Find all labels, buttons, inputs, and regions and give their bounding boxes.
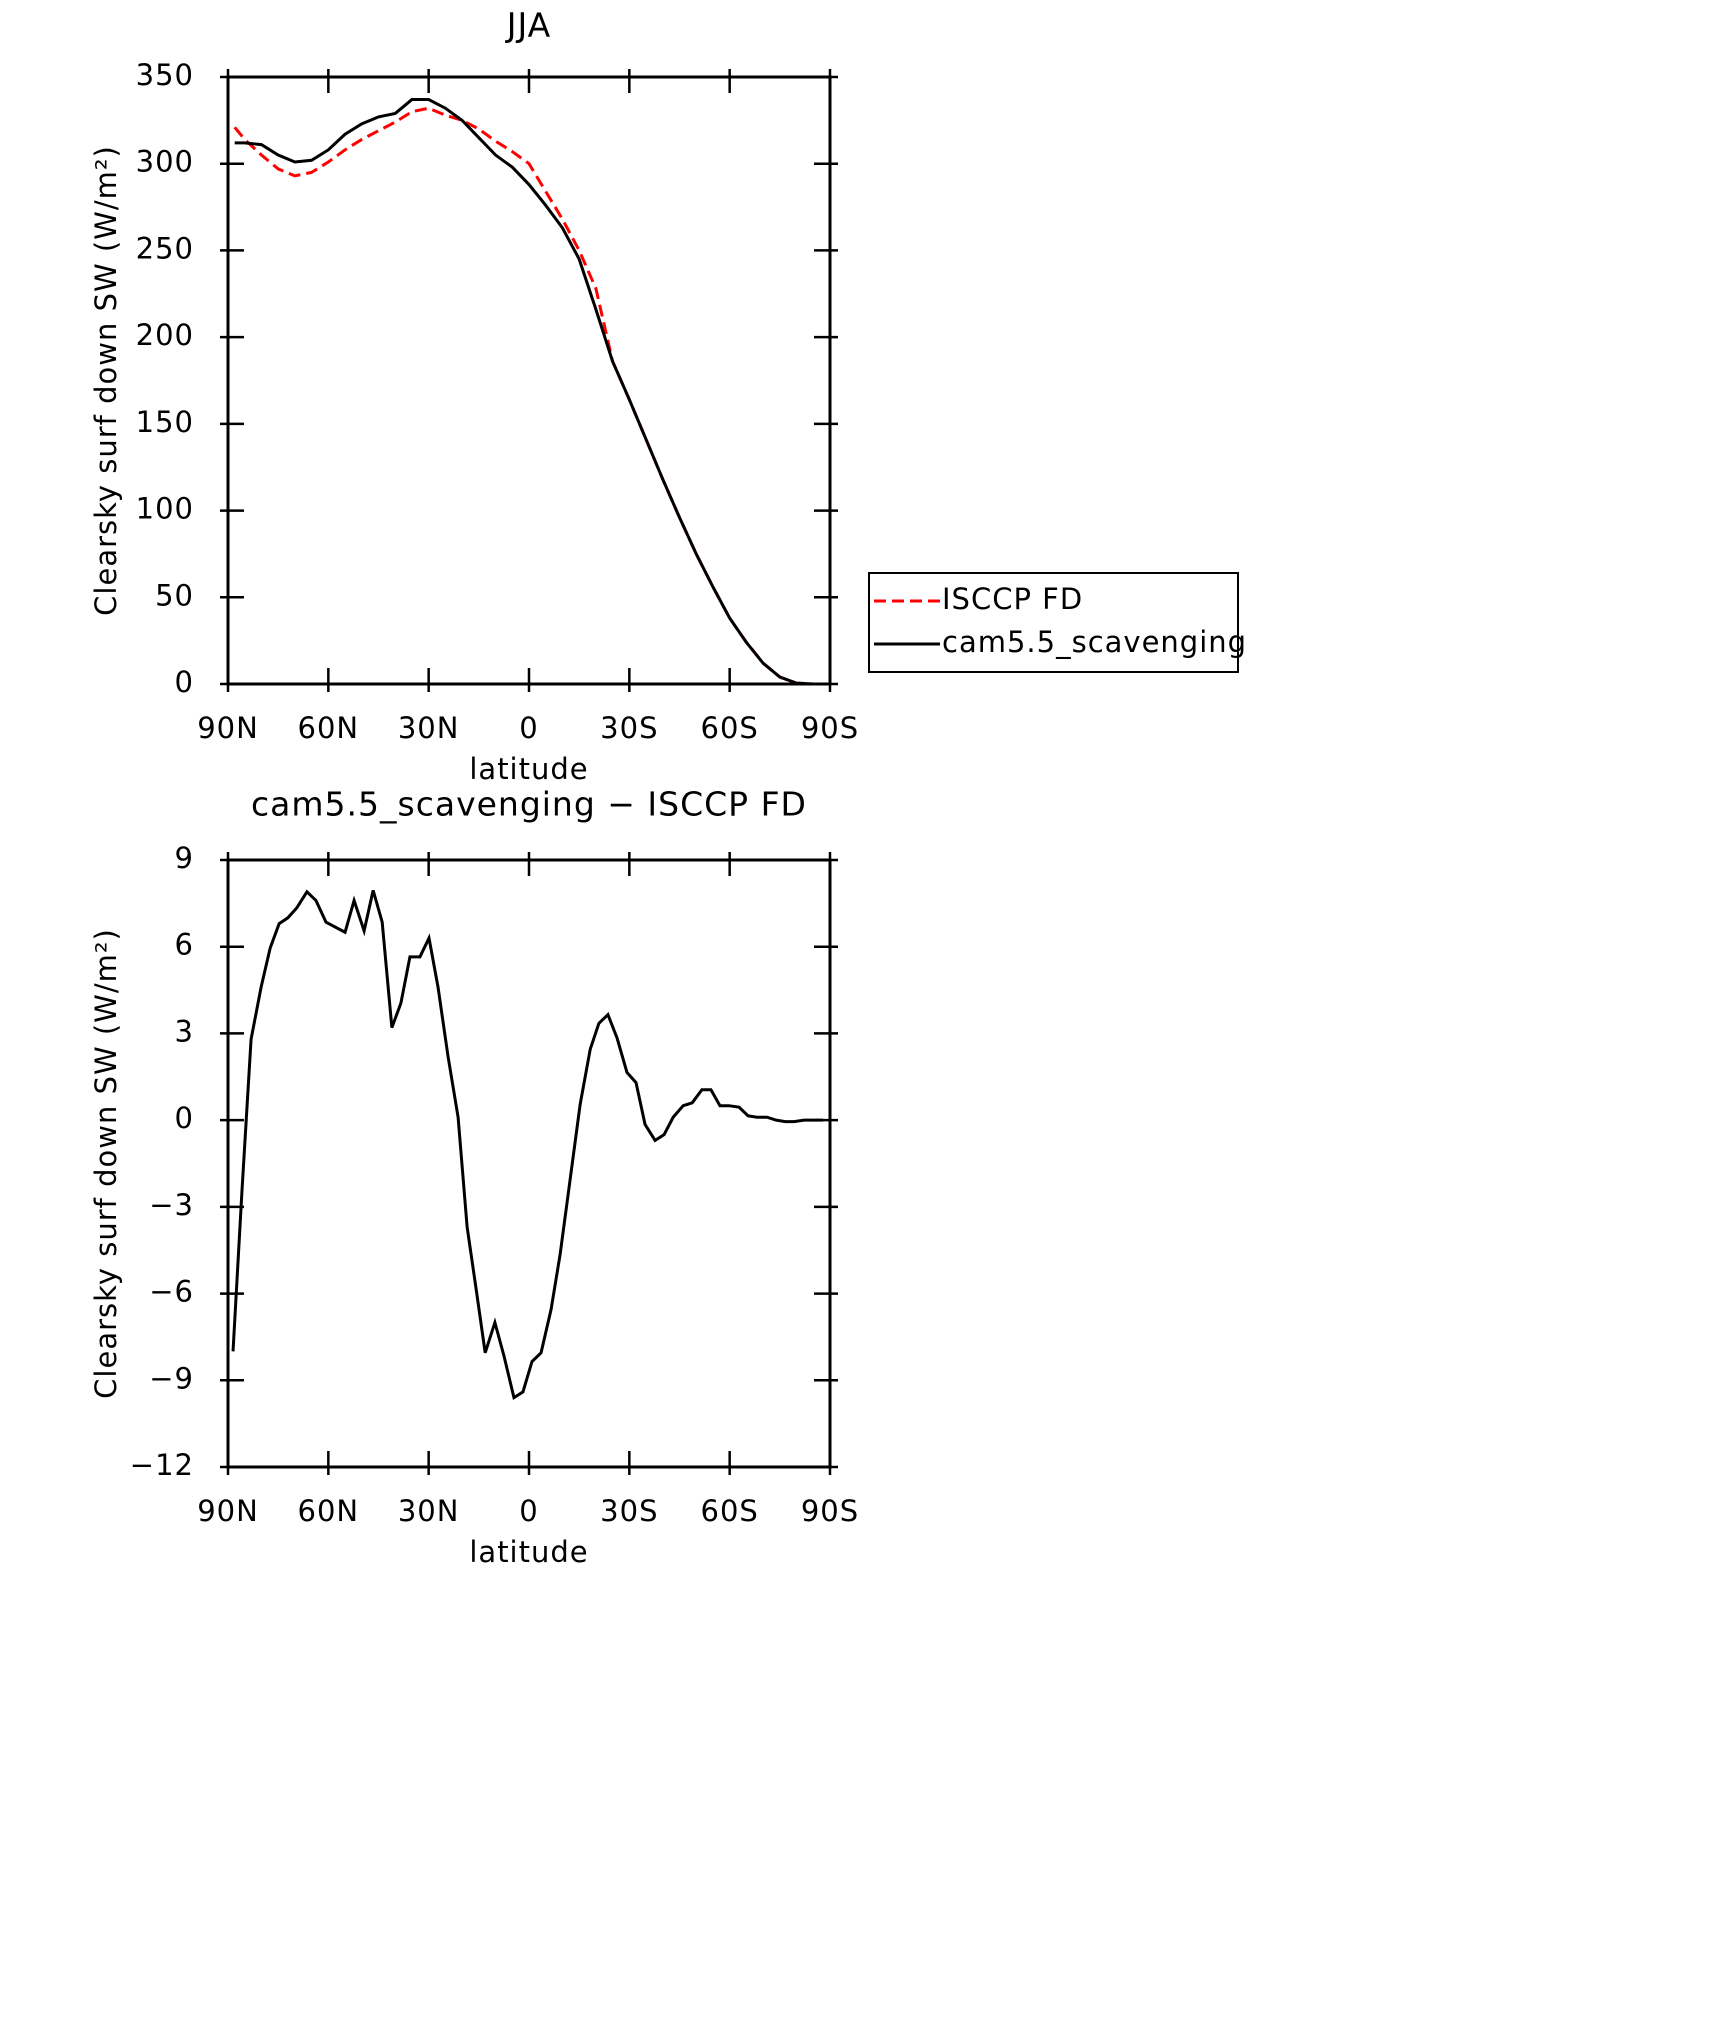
data-line: [234, 98, 824, 686]
y-tick-label: 350: [136, 58, 194, 92]
x-tick-label: 90S: [801, 711, 859, 745]
legend-label: ISCCP FD: [942, 582, 1083, 616]
chart-title: cam5.5_scavenging − ISCCP FD: [251, 785, 807, 824]
x-tick-label: 30S: [600, 1494, 658, 1528]
y-tick-label: 3: [175, 1014, 194, 1048]
plot-frame: [226, 75, 832, 686]
y-tick-label: 100: [136, 492, 194, 526]
x-tick-label: 60S: [701, 711, 759, 745]
y-tick-label: −3: [149, 1188, 194, 1222]
y-tick-label: 200: [136, 318, 194, 352]
y-tick-label: 250: [136, 231, 194, 265]
x-tick-label: 90S: [801, 1494, 859, 1528]
x-tick-label: 90N: [197, 711, 259, 745]
y-tick-label: −12: [130, 1448, 194, 1482]
x-tick-label: 60N: [298, 1494, 360, 1528]
x-tick-label: 30N: [398, 1494, 460, 1528]
x-tick-label: 0: [519, 711, 538, 745]
x-tick-label: 0: [519, 1494, 538, 1528]
x-axis-label: latitude: [469, 1535, 588, 1569]
y-tick-label: 9: [175, 841, 194, 875]
plot-frame: [226, 858, 832, 1469]
x-tick-label: 30N: [398, 711, 460, 745]
y-tick-label: 6: [175, 928, 194, 962]
y-tick-label: 0: [175, 665, 194, 699]
legend-label: cam5.5_scavenging: [942, 625, 1247, 659]
y-tick-label: 300: [136, 145, 194, 179]
y-axis-label: Clearsky surf down SW (W/m²): [89, 928, 123, 1399]
x-tick-label: 30S: [600, 711, 658, 745]
y-tick-label: −6: [149, 1275, 194, 1309]
y-tick-label: 50: [155, 578, 194, 612]
x-tick-label: 90N: [197, 1494, 259, 1528]
y-tick-label: 150: [136, 405, 194, 439]
x-axis-label: latitude: [469, 752, 588, 786]
legend-box: [868, 572, 1239, 673]
data-line: [231, 889, 823, 1401]
chart-title: JJA: [505, 6, 551, 45]
x-tick-label: 60N: [298, 711, 360, 745]
y-tick-label: 0: [175, 1101, 194, 1135]
y-axis-label: Clearsky surf down SW (W/m²): [89, 145, 123, 616]
data-line: [233, 106, 824, 686]
x-tick-label: 60S: [701, 1494, 759, 1528]
y-tick-label: −9: [149, 1361, 194, 1395]
